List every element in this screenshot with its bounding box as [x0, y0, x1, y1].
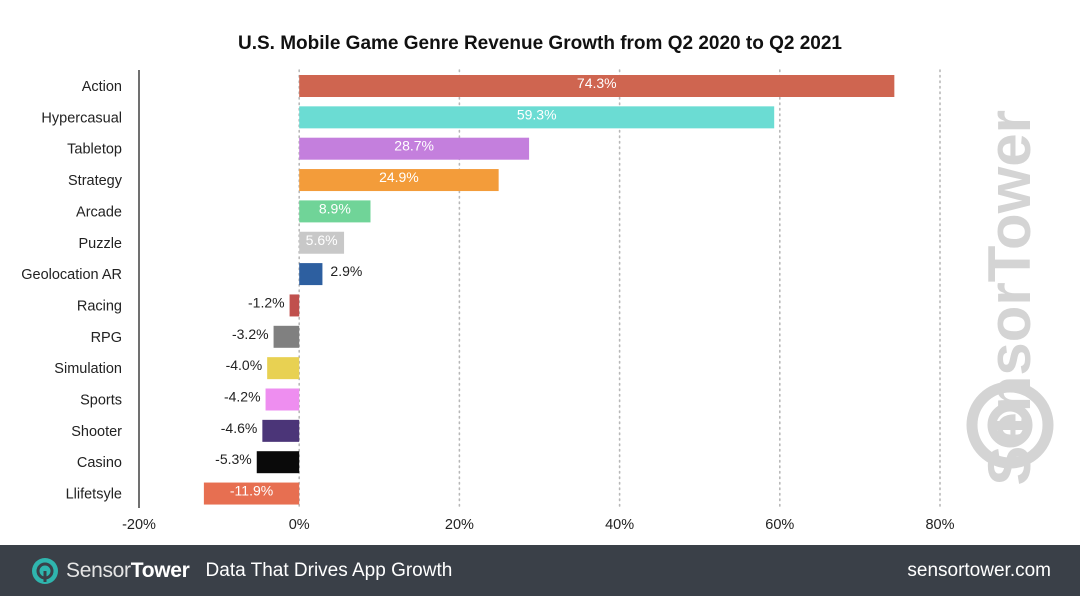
category-labels: Action Hypercasual Tabletop Strategy Arcade P…	[21, 79, 123, 503]
category-label: RPG	[91, 330, 122, 346]
bar	[265, 388, 300, 411]
category-label: Puzzle	[78, 236, 122, 252]
footer-logo[interactable]: SensorTower	[30, 556, 190, 586]
data-label: -5.3%	[215, 451, 252, 467]
sensortower-watermark: SensorTower	[966, 110, 1054, 486]
bar	[299, 231, 345, 254]
footer-brand-sensor: Sensor	[66, 558, 131, 582]
category-label: Geolocation AR	[21, 267, 122, 283]
category-label: Strategy	[68, 173, 123, 189]
data-label: -1.2%	[248, 294, 285, 310]
data-label: 8.9%	[319, 200, 351, 216]
category-label: Shooter	[71, 424, 122, 440]
bar	[273, 325, 300, 348]
x-tick-label: 0%	[289, 517, 310, 533]
x-tick-label: 20%	[445, 517, 474, 533]
category-label: Casino	[77, 455, 122, 471]
watermark-logo-icon	[966, 381, 1054, 469]
bar	[256, 451, 300, 474]
data-label: 59.3%	[517, 106, 557, 122]
data-label: -4.0%	[226, 357, 263, 373]
footer-bar: SensorTower Data That Drives App Growth …	[0, 545, 1080, 596]
category-label: Tabletop	[67, 142, 122, 158]
data-label: -4.2%	[224, 389, 261, 405]
x-tick-label: 80%	[925, 517, 954, 533]
category-label: Sports	[80, 393, 122, 409]
bar	[299, 169, 499, 192]
footer-brand-tower: Tower	[130, 558, 190, 582]
data-label: 28.7%	[394, 138, 434, 154]
bar	[299, 106, 775, 129]
bar-chart: SensorTower U.S. Mobile Game Genre Reven…	[21, 33, 1054, 533]
bar	[299, 200, 371, 223]
data-label: -11.9%	[230, 483, 273, 499]
category-label: Llifetsyle	[66, 487, 122, 503]
data-label: -4.6%	[221, 420, 258, 436]
bar	[299, 75, 895, 97]
bar	[262, 419, 300, 442]
category-label: Racing	[77, 298, 122, 314]
data-label: 24.9%	[379, 169, 419, 185]
x-axis-ticks: -20% 0% 20% 40% 60% 80%	[122, 517, 955, 533]
x-tick-label: 60%	[765, 517, 794, 533]
footer-website-link[interactable]: sensortower.com	[907, 559, 1051, 581]
bar	[299, 263, 323, 286]
category-label: Simulation	[54, 361, 122, 377]
data-label: 5.6%	[306, 232, 338, 248]
chart-title: U.S. Mobile Game Genre Revenue Growth fr…	[238, 33, 842, 54]
bars: 74.3% 59.3% 28.7% 24.9% 8.9% 5.6% 2.9% -1.2% -3.…	[203, 75, 895, 505]
footer-tagline: Data That Drives App Growth	[205, 559, 453, 581]
sensortower-logo-icon	[32, 557, 58, 584]
bar	[203, 482, 300, 505]
grid-lines	[298, 69, 941, 509]
footer-brand: SensorTower	[66, 559, 190, 583]
category-label: Hypercasual	[41, 110, 122, 126]
x-tick-label: 40%	[605, 517, 634, 533]
category-label: Arcade	[76, 204, 122, 220]
bar	[299, 137, 530, 160]
data-label: 2.9%	[330, 263, 362, 279]
x-tick-label: -20%	[122, 517, 156, 533]
bar	[289, 294, 300, 317]
data-label: 74.3%	[577, 75, 617, 91]
bar	[267, 357, 300, 380]
category-label: Action	[82, 79, 122, 95]
data-label: -3.2%	[232, 326, 269, 342]
